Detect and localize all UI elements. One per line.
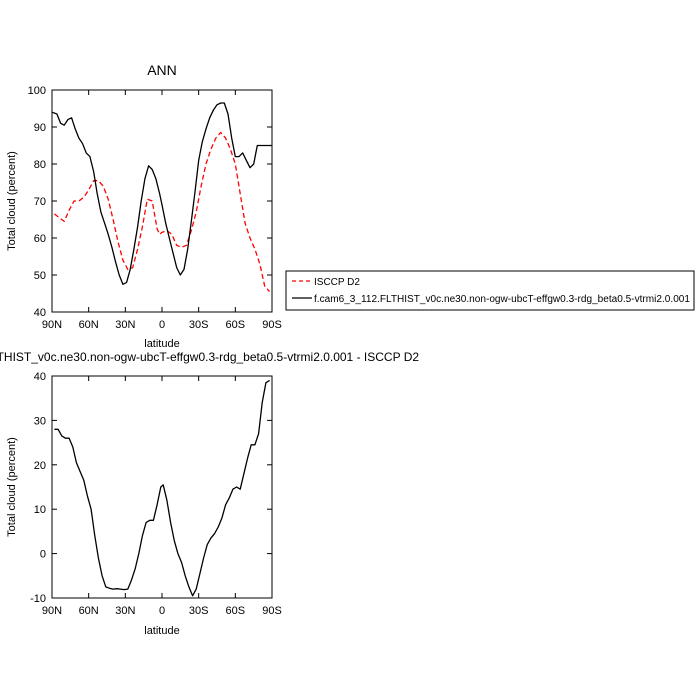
y-tick-label: -10 [30,593,46,605]
x-tick-label: 60N [79,605,99,617]
top-panel: ANN 90N 60N 30N 0 30S 60S 90S 40 50 60 70 80 90 100 l… [6,62,282,350]
x-tick-label: 90S [262,319,282,331]
y-tick-label: 60 [34,233,46,245]
y-tick-label: 40 [34,371,46,383]
y-tick-label: 40 [34,307,46,319]
top-panel-x-axis-label: latitude [144,338,179,350]
y-tick-label: 0 [40,549,46,561]
x-tick-label: 0 [159,605,165,617]
bottom-panel-x-axis-label: latitude [144,625,179,637]
x-tick-label: 30S [189,605,209,617]
y-tick-label: 70 [34,196,46,208]
x-tick-label: 60N [79,319,99,331]
x-tick-label: 0 [159,319,165,331]
y-tick-label: 10 [34,504,46,516]
bottom-panel: f.cam6_3_112.FLTHIST_v0c.ne30.non-ogw-ub… [0,350,419,637]
legend-label-model: f.cam6_3_112.FLTHIST_v0c.ne30.non-ogw-ub… [314,294,690,305]
x-tick-label: 30N [115,319,135,331]
x-tick-label: 90N [42,605,62,617]
bottom-panel-y-axis-label: Total cloud (percent) [6,437,18,537]
x-tick-label: 60S [226,319,246,331]
bottom-panel-title: f.cam6_3_112.FLTHIST_v0c.ne30.non-ogw-ub… [0,350,419,364]
x-tick-label: 60S [226,605,246,617]
y-tick-label: 50 [34,270,46,282]
difference-line [54,379,270,597]
x-tick-label: 30S [189,319,209,331]
y-tick-label: 20 [34,460,46,472]
model-line [51,102,272,285]
top-panel-y-axis-label: Total cloud (percent) [6,151,18,251]
top-panel-title: ANN [147,62,177,78]
top-panel-frame [51,89,273,313]
y-tick-label: 100 [28,85,46,97]
legend: ISCCP D2 f.cam6_3_112.FLTHIST_v0c.ne30.n… [285,270,695,311]
x-tick-label: 30N [115,605,135,617]
y-tick-label: 90 [34,122,46,134]
x-tick-label: 90S [262,605,282,617]
isccp-d2-line [54,131,271,293]
x-tick-label: 90N [42,319,62,331]
y-tick-label: 30 [34,415,46,427]
legend-label-isccp-d2: ISCCP D2 [314,277,360,288]
y-tick-label: 80 [34,159,46,171]
legend-box [285,270,695,311]
